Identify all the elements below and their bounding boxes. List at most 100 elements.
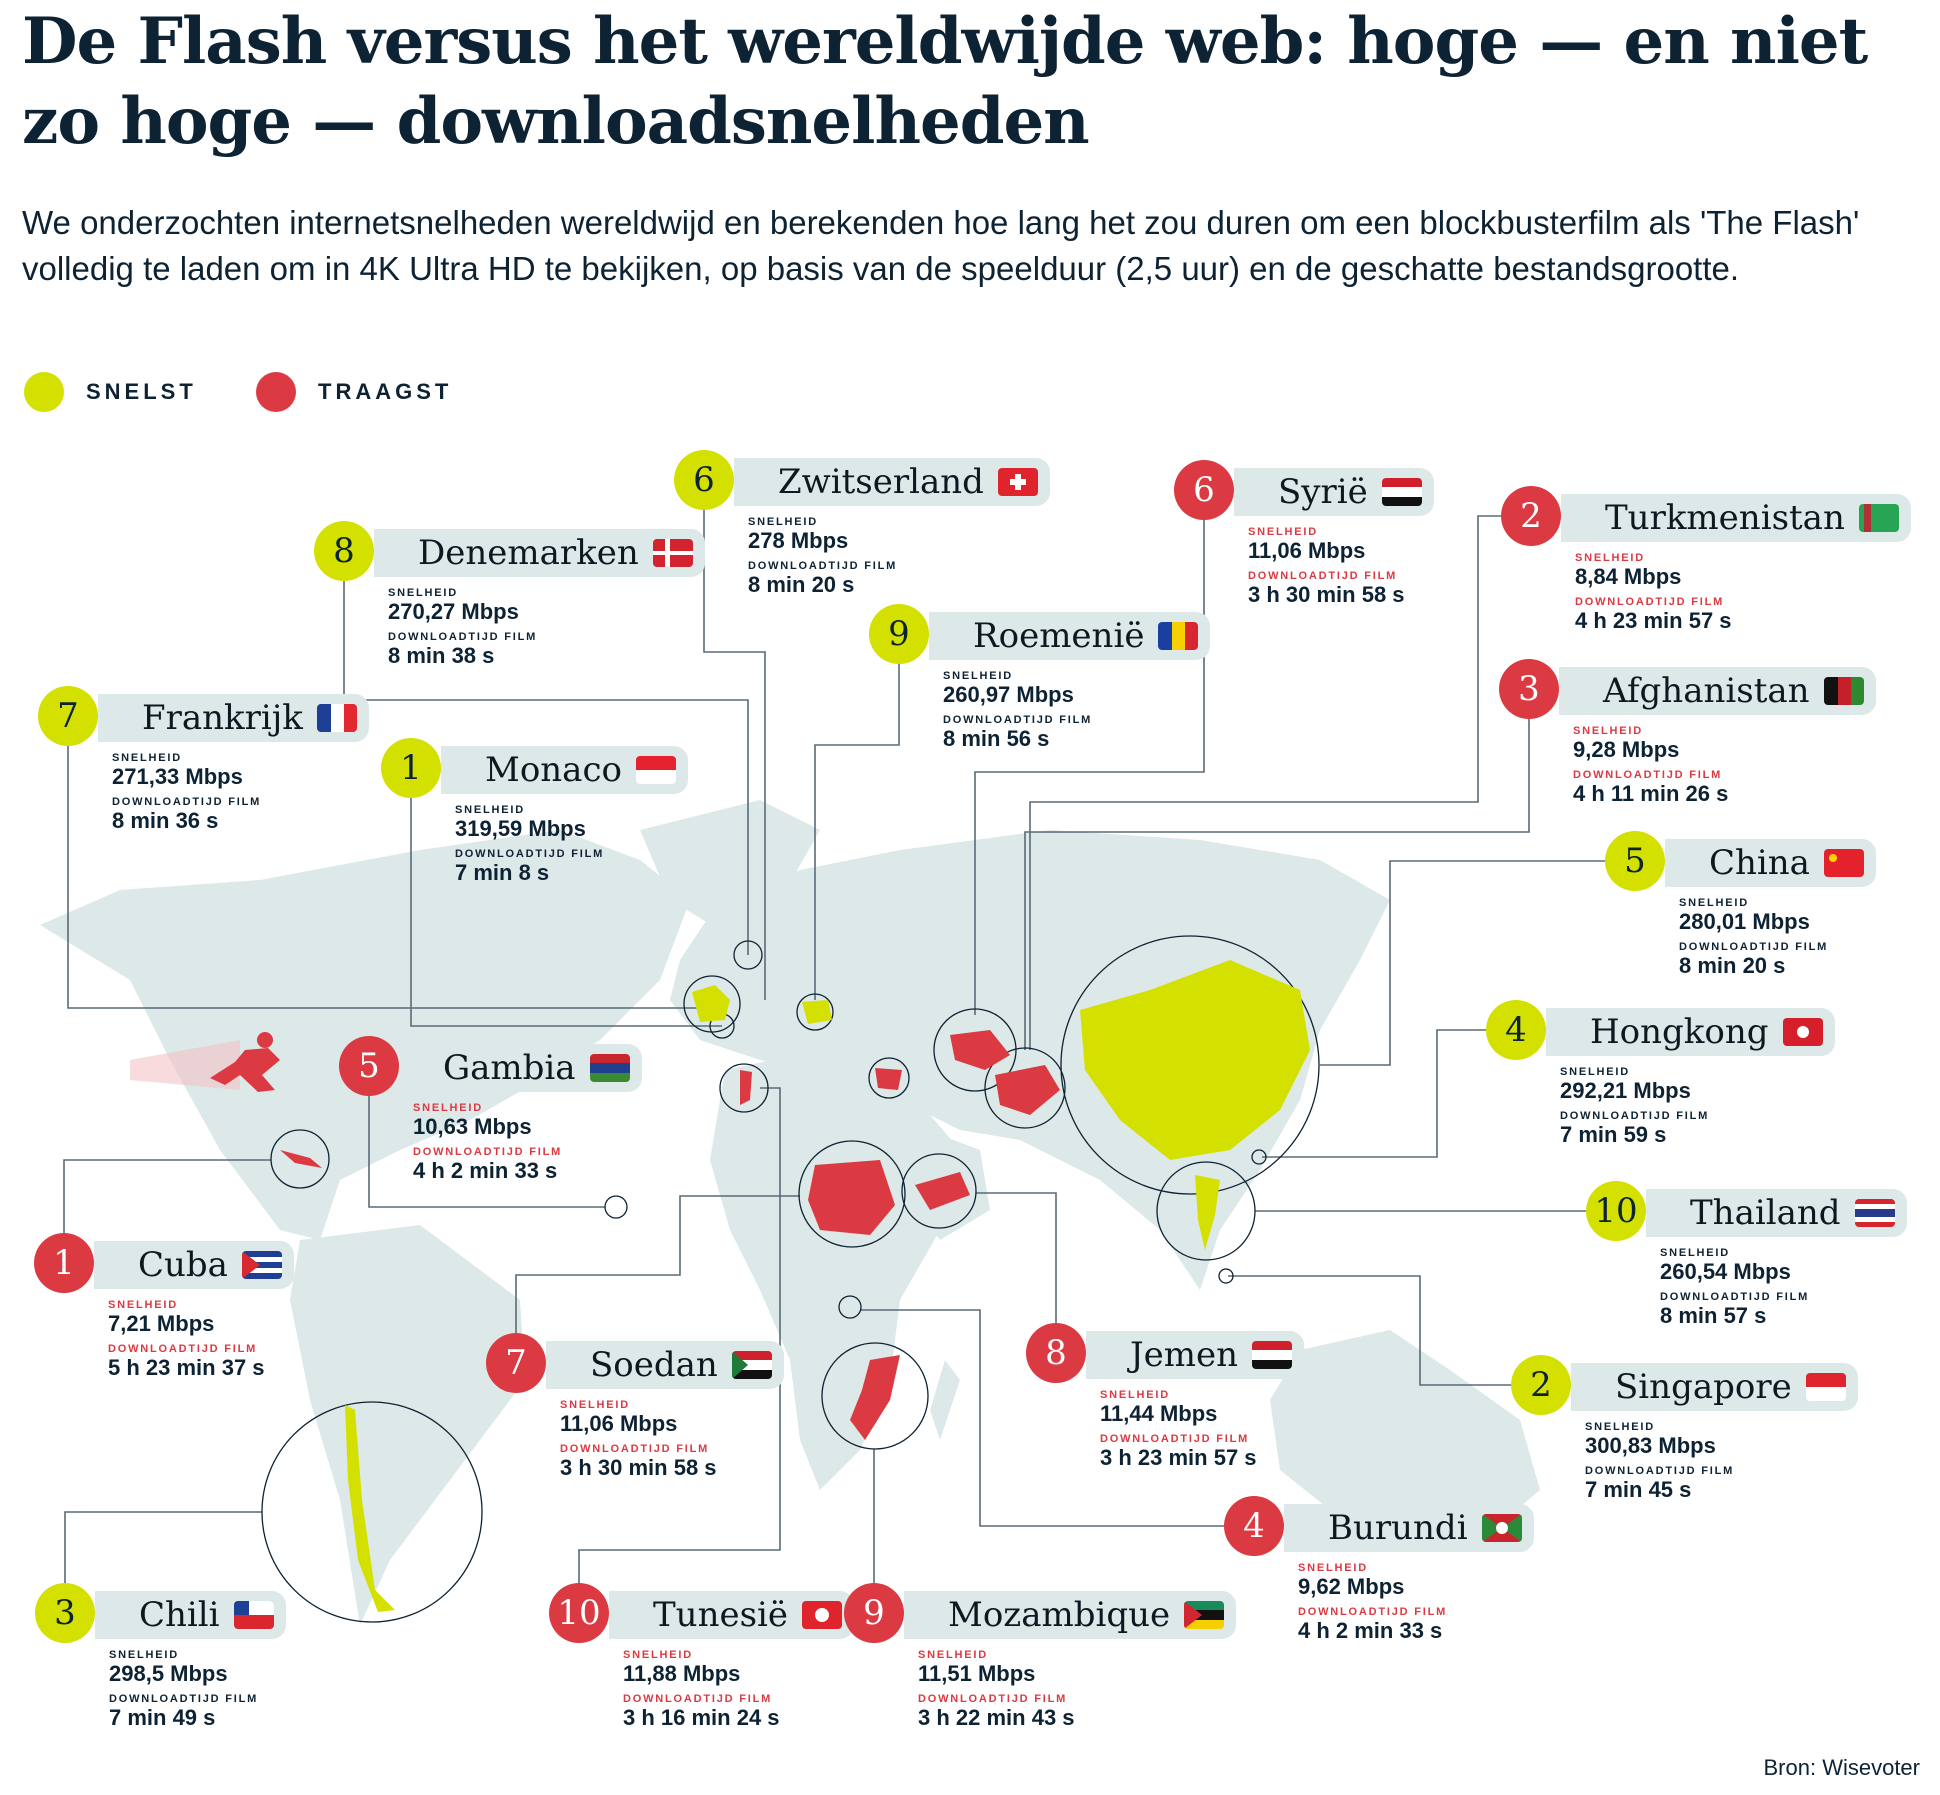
country-name-pill: Denemarken [374, 529, 705, 577]
flag-mc-icon [635, 756, 676, 784]
country-name-pill: Frankrijk [98, 694, 369, 742]
rank-badge: 5 [339, 1036, 399, 1096]
country-name-pill: Syrië [1234, 468, 1434, 516]
eurasia [670, 830, 1390, 1290]
download-time-value: 4 h 2 min 33 s [413, 1158, 558, 1183]
country-name-pill: Roemenië [929, 612, 1211, 660]
flag-tm-icon [1858, 504, 1899, 532]
download-label: DOWNLOADTIJD FILM [1585, 1465, 1735, 1477]
speed-value: 300,83 Mbps [1585, 1433, 1716, 1458]
speed-value: 10,63 Mbps [413, 1114, 532, 1139]
rank-badge: 8 [314, 521, 374, 581]
rank-badge: 9 [844, 1583, 904, 1643]
mozambique-shape [850, 1355, 900, 1440]
download-label: DOWNLOADTIJD FILM [623, 1693, 773, 1705]
rank-badge: 6 [674, 450, 734, 510]
download-label: DOWNLOADTIJD FILM [943, 714, 1093, 726]
country-name: Turkmenistan [1605, 498, 1845, 538]
download-label: DOWNLOADTIJD FILM [109, 1693, 259, 1705]
fast-dot-icon [24, 372, 64, 412]
speed-label: SNELHEID [1560, 1066, 1631, 1078]
speed-value: 271,33 Mbps [112, 764, 243, 789]
download-time-value: 8 min 57 s [1660, 1303, 1767, 1328]
country-stats: SNELHEID 292,21 Mbps DOWNLOADTIJD FILM 7… [1560, 1066, 1709, 1154]
syria-shape [875, 1068, 902, 1090]
country-name-pill: Mozambique [904, 1591, 1237, 1639]
download-label: DOWNLOADTIJD FILM [108, 1343, 258, 1355]
download-label: DOWNLOADTIJD FILM [112, 796, 262, 808]
chile-shape [345, 1405, 395, 1612]
speed-value: 9,62 Mbps [1298, 1574, 1405, 1599]
country-name: China [1709, 843, 1810, 883]
country-name-pill: Tunesië [609, 1591, 855, 1639]
speed-value: 11,44 Mbps [1100, 1401, 1218, 1426]
country-stats: SNELHEID 271,33 Mbps DOWNLOADTIJD FILM 8… [112, 752, 261, 840]
france-shape [692, 985, 730, 1022]
flag-sy-icon [1381, 478, 1422, 506]
turkmenistan-shape [950, 1030, 1010, 1070]
speed-value: 278 Mbps [748, 528, 849, 553]
speed-value: 11,06 Mbps [1248, 538, 1366, 563]
legend-fast: SNELST [24, 372, 197, 412]
country-stats: SNELHEID 300,83 Mbps DOWNLOADTIJD FILM 7… [1585, 1421, 1734, 1509]
rank-badge: 3 [1499, 659, 1559, 719]
country-name: Burundi [1328, 1508, 1468, 1548]
flag-th-icon [1854, 1199, 1895, 1227]
country-name-pill: Thailand [1646, 1189, 1907, 1237]
download-time-value: 8 min 36 s [112, 808, 219, 833]
tunisia-shape [740, 1070, 752, 1105]
speed-label: SNELHEID [108, 1299, 179, 1311]
download-label: DOWNLOADTIJD FILM [455, 848, 605, 860]
country-stats: SNELHEID 319,59 Mbps DOWNLOADTIJD FILM 7… [455, 804, 604, 892]
speed-label: SNELHEID [413, 1102, 484, 1114]
flag-cn-icon [1823, 849, 1864, 877]
flag-bi-icon [1481, 1514, 1522, 1542]
rank-badge: 4 [1486, 1000, 1546, 1060]
country-stats: SNELHEID 8,84 Mbps DOWNLOADTIJD FILM 4 h… [1575, 552, 1732, 640]
speed-label: SNELHEID [1660, 1247, 1731, 1259]
download-label: DOWNLOADTIJD FILM [413, 1146, 563, 1158]
download-time-value: 3 h 30 min 58 s [1248, 582, 1405, 607]
download-time-value: 8 min 20 s [748, 572, 855, 597]
country-name: Hongkong [1590, 1012, 1769, 1052]
country-stats: SNELHEID 11,88 Mbps DOWNLOADTIJD FILM 3 … [623, 1649, 780, 1737]
speed-label: SNELHEID [918, 1649, 989, 1661]
country-name: Monaco [485, 750, 622, 790]
country-name: Frankrijk [142, 698, 303, 738]
legend-slow-label: TRAAGST [318, 379, 453, 404]
country-stats: SNELHEID 11,51 Mbps DOWNLOADTIJD FILM 3 … [918, 1649, 1075, 1737]
speed-label: SNELHEID [109, 1649, 180, 1661]
download-time-value: 8 min 56 s [943, 726, 1050, 751]
country-name: Cuba [138, 1245, 228, 1285]
download-label: DOWNLOADTIJD FILM [1660, 1291, 1810, 1303]
china-shape [1080, 960, 1310, 1160]
subtitle: We onderzochten internetsnelheden wereld… [22, 204, 1860, 287]
download-time-value: 7 min 49 s [109, 1705, 216, 1730]
country-name: Denemarken [418, 533, 639, 573]
romania-shape [802, 1000, 832, 1024]
country-name: Zwitserland [778, 462, 984, 502]
country-name: Soedan [590, 1345, 718, 1385]
country-name-pill: Soedan [546, 1341, 784, 1389]
flag-cl-icon [233, 1601, 274, 1629]
country-name-pill: Monaco [441, 746, 688, 794]
africa [710, 1050, 960, 1490]
connectors [63, 510, 1635, 1613]
country-name-pill: China [1665, 839, 1876, 887]
rank-badge: 8 [1026, 1323, 1086, 1383]
country-name: Tunesië [653, 1595, 789, 1635]
download-time-value: 7 min 59 s [1560, 1122, 1667, 1147]
flag-cu-icon [241, 1251, 282, 1279]
download-label: DOWNLOADTIJD FILM [388, 631, 538, 643]
country-stats: SNELHEID 280,01 Mbps DOWNLOADTIJD FILM 8… [1679, 897, 1828, 985]
speed-value: 260,54 Mbps [1660, 1259, 1791, 1284]
country-name-pill: Turkmenistan [1561, 494, 1911, 542]
download-time-value: 7 min 8 s [455, 860, 550, 885]
country-stats: SNELHEID 278 Mbps DOWNLOADTIJD FILM 8 mi… [748, 516, 897, 604]
speed-value: 11,06 Mbps [560, 1411, 678, 1436]
flash-runner-icon [130, 1032, 280, 1092]
country-name: Mozambique [948, 1595, 1171, 1635]
download-time-value: 3 h 22 min 43 s [918, 1705, 1075, 1730]
speed-label: SNELHEID [1248, 526, 1319, 538]
speed-value: 319,59 Mbps [455, 816, 586, 841]
